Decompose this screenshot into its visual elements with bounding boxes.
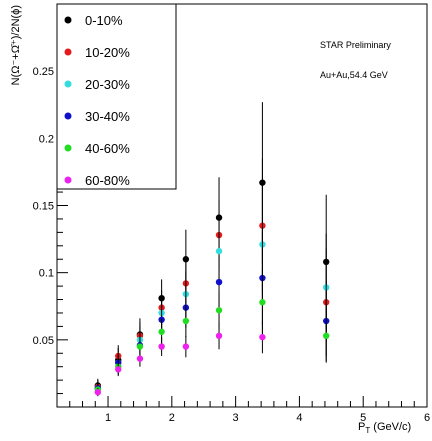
data-point xyxy=(215,278,223,286)
y-tick-label: 0.05 xyxy=(33,335,54,347)
legend-marker xyxy=(64,112,72,120)
legend: 0-10% 10-20% 20-30% 30-40% 40-60% 60-80% xyxy=(56,3,177,190)
y-tick-label: 0.25 xyxy=(33,66,54,78)
x-axis-title-main: P xyxy=(358,421,365,433)
data-point xyxy=(323,332,330,340)
series-60-80% xyxy=(94,321,266,397)
data-point xyxy=(215,307,223,314)
series-40-60% xyxy=(94,268,330,395)
legend-label: 20-30% xyxy=(85,77,130,92)
y-axis-title: N(Ω⁻+Ω̄⁺)/2N(ϕ) xyxy=(10,5,22,85)
data-point xyxy=(259,333,266,341)
x-axis-title-unit: (GeV/c) xyxy=(370,421,411,433)
data-point xyxy=(94,389,102,396)
legend-box xyxy=(56,3,177,190)
data-point xyxy=(158,328,165,335)
data-point xyxy=(182,343,190,350)
y-tick-label: 0.15 xyxy=(33,201,54,213)
y-tick-label: 0.2 xyxy=(39,133,54,145)
legend-marker xyxy=(64,176,72,184)
series-layer xyxy=(94,102,330,397)
data-point xyxy=(182,317,190,325)
legend-marker xyxy=(64,80,72,88)
x-axis-title-subscript: T xyxy=(365,426,370,435)
y-tick-label: 0.1 xyxy=(39,268,54,280)
series-30-40% xyxy=(94,231,330,394)
legend-entries: 0-10% 10-20% 20-30% 30-40% 40-60% 60-80% xyxy=(64,13,130,188)
series-10-20% xyxy=(94,158,330,394)
legend-label: 30-40% xyxy=(85,109,130,124)
x-axis-title: PT (GeV/c) xyxy=(358,421,411,435)
x-tick-label: 1 xyxy=(105,412,111,424)
legend-label: 40-60% xyxy=(85,141,130,156)
data-point xyxy=(215,332,223,340)
legend-marker xyxy=(64,144,72,152)
data-point xyxy=(259,299,266,306)
data-point xyxy=(115,366,122,373)
data-point xyxy=(215,247,223,255)
legend-label: 60-80% xyxy=(85,173,130,188)
legend-marker xyxy=(64,48,72,56)
x-tick-label: 4 xyxy=(296,412,302,424)
data-point xyxy=(136,343,144,350)
data-point xyxy=(136,355,144,362)
legend-label: 10-20% xyxy=(85,45,130,60)
annotation-star-preliminary: STAR Preliminary xyxy=(320,40,391,50)
series-20-30% xyxy=(94,184,330,394)
axes: 1 2 3 4 5 6 0.05 0.1 0.15 0.2 0.25 xyxy=(33,16,430,424)
legend-label: 0-10% xyxy=(85,13,123,28)
data-point xyxy=(158,343,165,350)
x-tick-label: 3 xyxy=(233,412,239,424)
x-tick-label: 2 xyxy=(169,412,175,424)
annotation-collision-system: Au+Au,54.4 GeV xyxy=(320,70,388,80)
x-tick-label: 6 xyxy=(424,412,430,424)
x-tick-label: 5 xyxy=(360,412,366,424)
legend-marker xyxy=(64,16,72,24)
